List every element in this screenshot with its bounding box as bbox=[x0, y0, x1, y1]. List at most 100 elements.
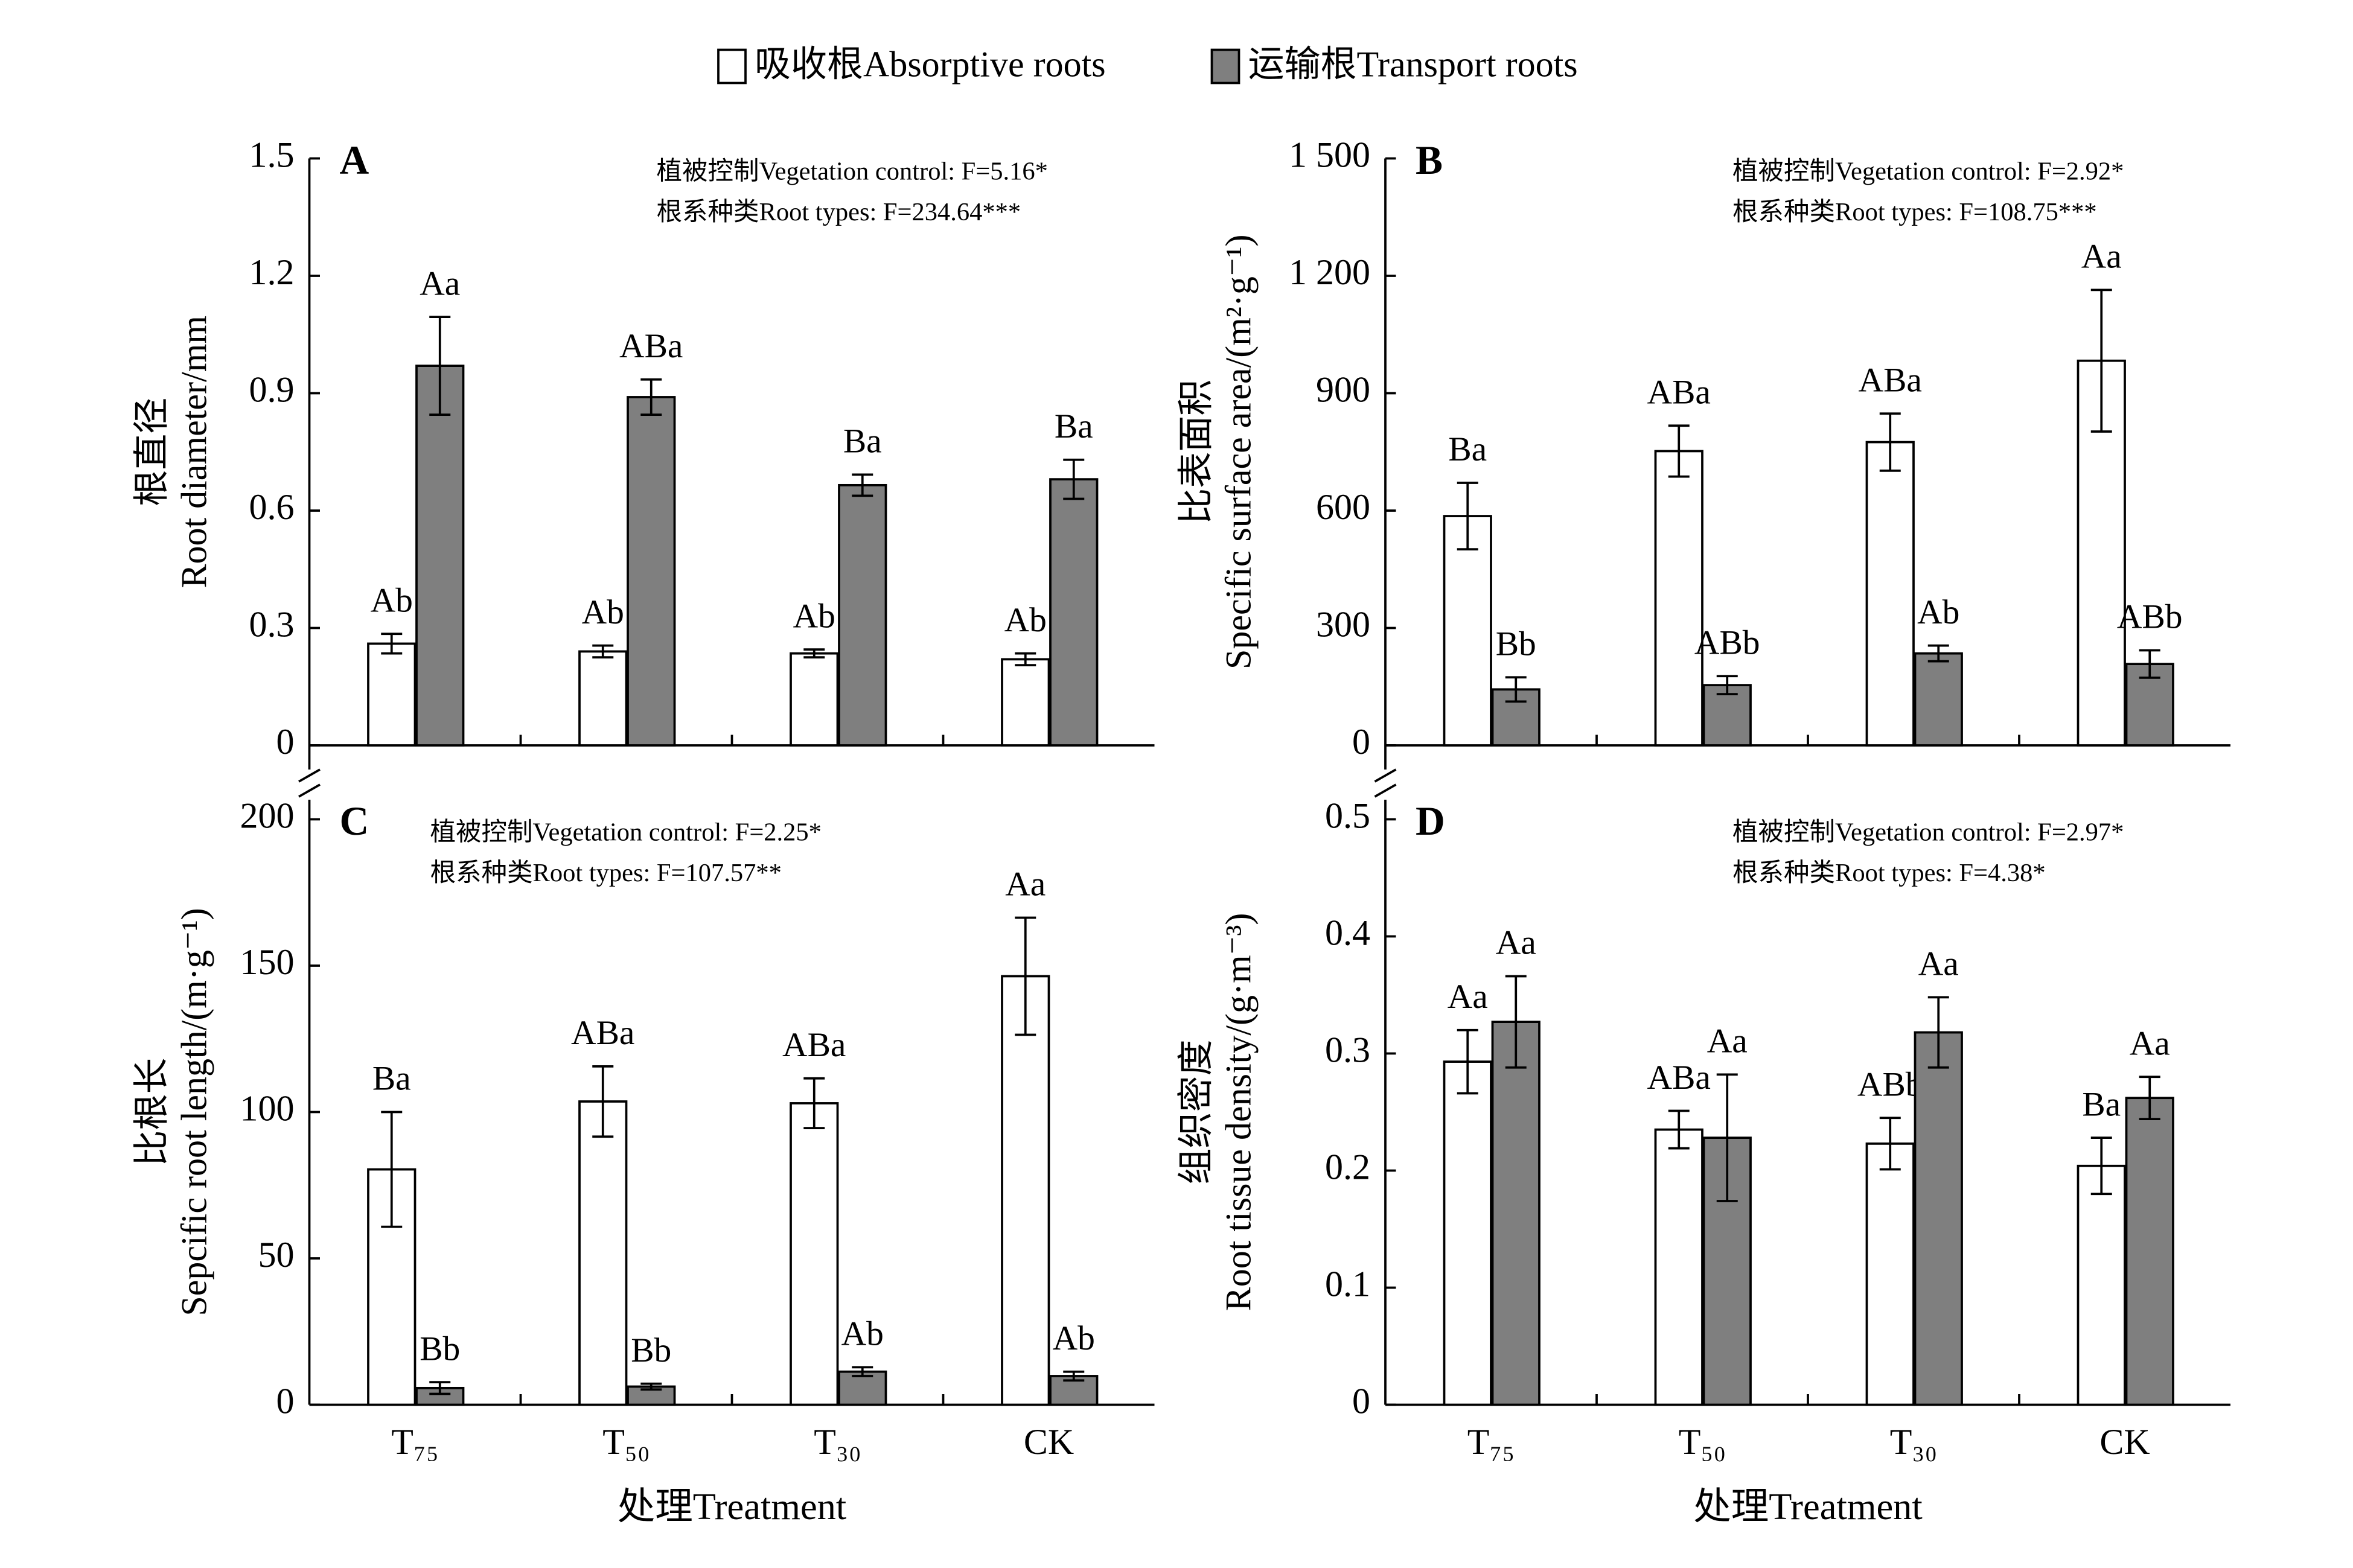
significance-label: Ba bbox=[372, 1060, 411, 1098]
significance-label: Ab bbox=[1917, 593, 1959, 631]
error-bar bbox=[1505, 975, 1527, 1069]
y-axis-label: 组织密度 bbox=[1176, 1040, 1216, 1185]
y-tick-label: 1.5 bbox=[249, 135, 295, 174]
significance-label: ABa bbox=[782, 1026, 846, 1064]
error-bar bbox=[803, 1077, 825, 1130]
bar bbox=[1001, 658, 1050, 747]
error-bar bbox=[1927, 644, 1949, 663]
error-bar bbox=[1879, 1117, 1901, 1171]
x-tick-label: T₅₀ bbox=[1679, 1422, 1726, 1462]
significance-label: Aa bbox=[1448, 978, 1488, 1016]
x-tick-label: T₇₅ bbox=[391, 1422, 439, 1462]
stats-annotation: 根系种类Root types: F=234.64*** bbox=[657, 198, 1021, 226]
stats-annotation: 根系种类Root types: F=108.75*** bbox=[1732, 198, 2097, 226]
bar bbox=[2125, 663, 2174, 747]
significance-label: ABa bbox=[619, 327, 683, 365]
significance-label: Aa bbox=[1707, 1022, 1748, 1060]
error-bar bbox=[1716, 1073, 1738, 1202]
error-bar bbox=[1927, 996, 1949, 1069]
stats-annotation: 根系种类Root types: F=107.57** bbox=[430, 859, 782, 887]
legend-label: 吸收根Absorptive roots bbox=[755, 44, 1106, 84]
error-bar bbox=[429, 1381, 451, 1395]
y-axis-label: Root diameter/mm bbox=[174, 316, 214, 588]
error-bar bbox=[2139, 649, 2160, 679]
y-axis-label: Sepcific root length/(m·g⁻¹) bbox=[174, 908, 214, 1316]
error-bar bbox=[429, 316, 451, 416]
y-axis-label: Specific surface area/(m²·g⁻¹) bbox=[1218, 234, 1258, 669]
error-bar bbox=[1879, 412, 1901, 472]
significance-label: ABb bbox=[1694, 623, 1760, 661]
significance-label: Ba bbox=[2082, 1085, 2121, 1123]
stats-annotation: 植被控制Vegetation control: F=2.97* bbox=[1732, 818, 2124, 846]
error-bar bbox=[1716, 675, 1738, 695]
y-axis-label: 比根长 bbox=[132, 1058, 171, 1167]
significance-label: ABa bbox=[1859, 361, 1922, 399]
bar bbox=[790, 652, 839, 747]
y-tick-label: 150 bbox=[240, 942, 295, 982]
error-bar bbox=[381, 1111, 403, 1228]
bar bbox=[1001, 975, 1050, 1406]
y-axis-label: Root tissue density/(g·m⁻³) bbox=[1218, 913, 1258, 1311]
significance-label: Ab bbox=[1053, 1319, 1095, 1357]
bar bbox=[1865, 441, 1915, 747]
bar bbox=[2125, 1097, 2174, 1406]
y-tick-label: 0.2 bbox=[1325, 1147, 1370, 1187]
significance-label: Ab bbox=[582, 593, 624, 631]
significance-label: ABa bbox=[1647, 1059, 1711, 1097]
error-bar bbox=[1505, 676, 1527, 703]
significance-label: ABa bbox=[1647, 374, 1711, 412]
legend-label: 运输根Transport roots bbox=[1248, 44, 1578, 84]
significance-label: Ba bbox=[843, 422, 882, 461]
error-bar bbox=[640, 1382, 662, 1391]
stats-annotation: 植被控制Vegetation control: F=2.92* bbox=[1732, 157, 2124, 185]
x-tick-label: T₇₅ bbox=[1467, 1422, 1515, 1462]
y-tick-label: 0 bbox=[1352, 722, 1370, 762]
y-tick-label: 1 500 bbox=[1289, 135, 1370, 174]
error-bar bbox=[1457, 482, 1478, 551]
y-tick-label: 0.1 bbox=[1325, 1264, 1370, 1304]
significance-label: ABa bbox=[571, 1014, 634, 1052]
bar bbox=[578, 1100, 628, 1406]
x-tick-label: T₃₀ bbox=[814, 1422, 861, 1462]
error-bar bbox=[592, 644, 614, 659]
y-axis-label: 比表面积 bbox=[1176, 380, 1216, 524]
error-bar bbox=[852, 1366, 873, 1377]
significance-label: Bb bbox=[631, 1331, 671, 1369]
panel-label: A bbox=[340, 138, 369, 183]
error-bar bbox=[1015, 652, 1036, 666]
y-tick-label: 0.6 bbox=[249, 487, 295, 527]
bar bbox=[1865, 1143, 1915, 1406]
bar bbox=[578, 650, 628, 747]
error-bar bbox=[2090, 288, 2112, 433]
bar bbox=[1654, 1128, 1703, 1406]
y-tick-label: 1.2 bbox=[249, 252, 295, 292]
y-tick-label: 0 bbox=[276, 1381, 295, 1421]
significance-label: Aa bbox=[2081, 238, 2122, 276]
significance-label: Ab bbox=[841, 1315, 884, 1353]
y-tick-label: 300 bbox=[1316, 604, 1370, 644]
significance-label: Ab bbox=[1004, 601, 1047, 639]
error-bar bbox=[1063, 1370, 1085, 1382]
bar bbox=[1914, 652, 1963, 747]
stats-annotation: 植被控制Vegetation control: F=2.25* bbox=[430, 818, 822, 846]
y-tick-label: 50 bbox=[258, 1235, 295, 1275]
bar bbox=[1049, 478, 1099, 747]
error-bar bbox=[1668, 1109, 1690, 1150]
significance-label: Bb bbox=[1496, 625, 1536, 663]
stats-annotation: 植被控制Vegetation control: F=5.16* bbox=[657, 157, 1048, 185]
panel-label: C bbox=[340, 798, 369, 844]
significance-label: Ab bbox=[793, 597, 835, 635]
significance-label: Bb bbox=[420, 1330, 460, 1368]
y-tick-label: 0 bbox=[1352, 1381, 1370, 1421]
significance-label: Aa bbox=[420, 264, 460, 302]
y-tick-label: 1 200 bbox=[1289, 252, 1370, 292]
error-bar bbox=[1063, 458, 1085, 500]
significance-label: Ba bbox=[1448, 430, 1487, 468]
bar bbox=[1914, 1031, 1963, 1406]
error-bar bbox=[2090, 1136, 2112, 1196]
error-bar bbox=[1668, 424, 1690, 478]
y-tick-label: 0.9 bbox=[249, 369, 295, 409]
x-tick-label: T₅₀ bbox=[602, 1422, 650, 1462]
significance-label: Aa bbox=[1496, 924, 1536, 962]
